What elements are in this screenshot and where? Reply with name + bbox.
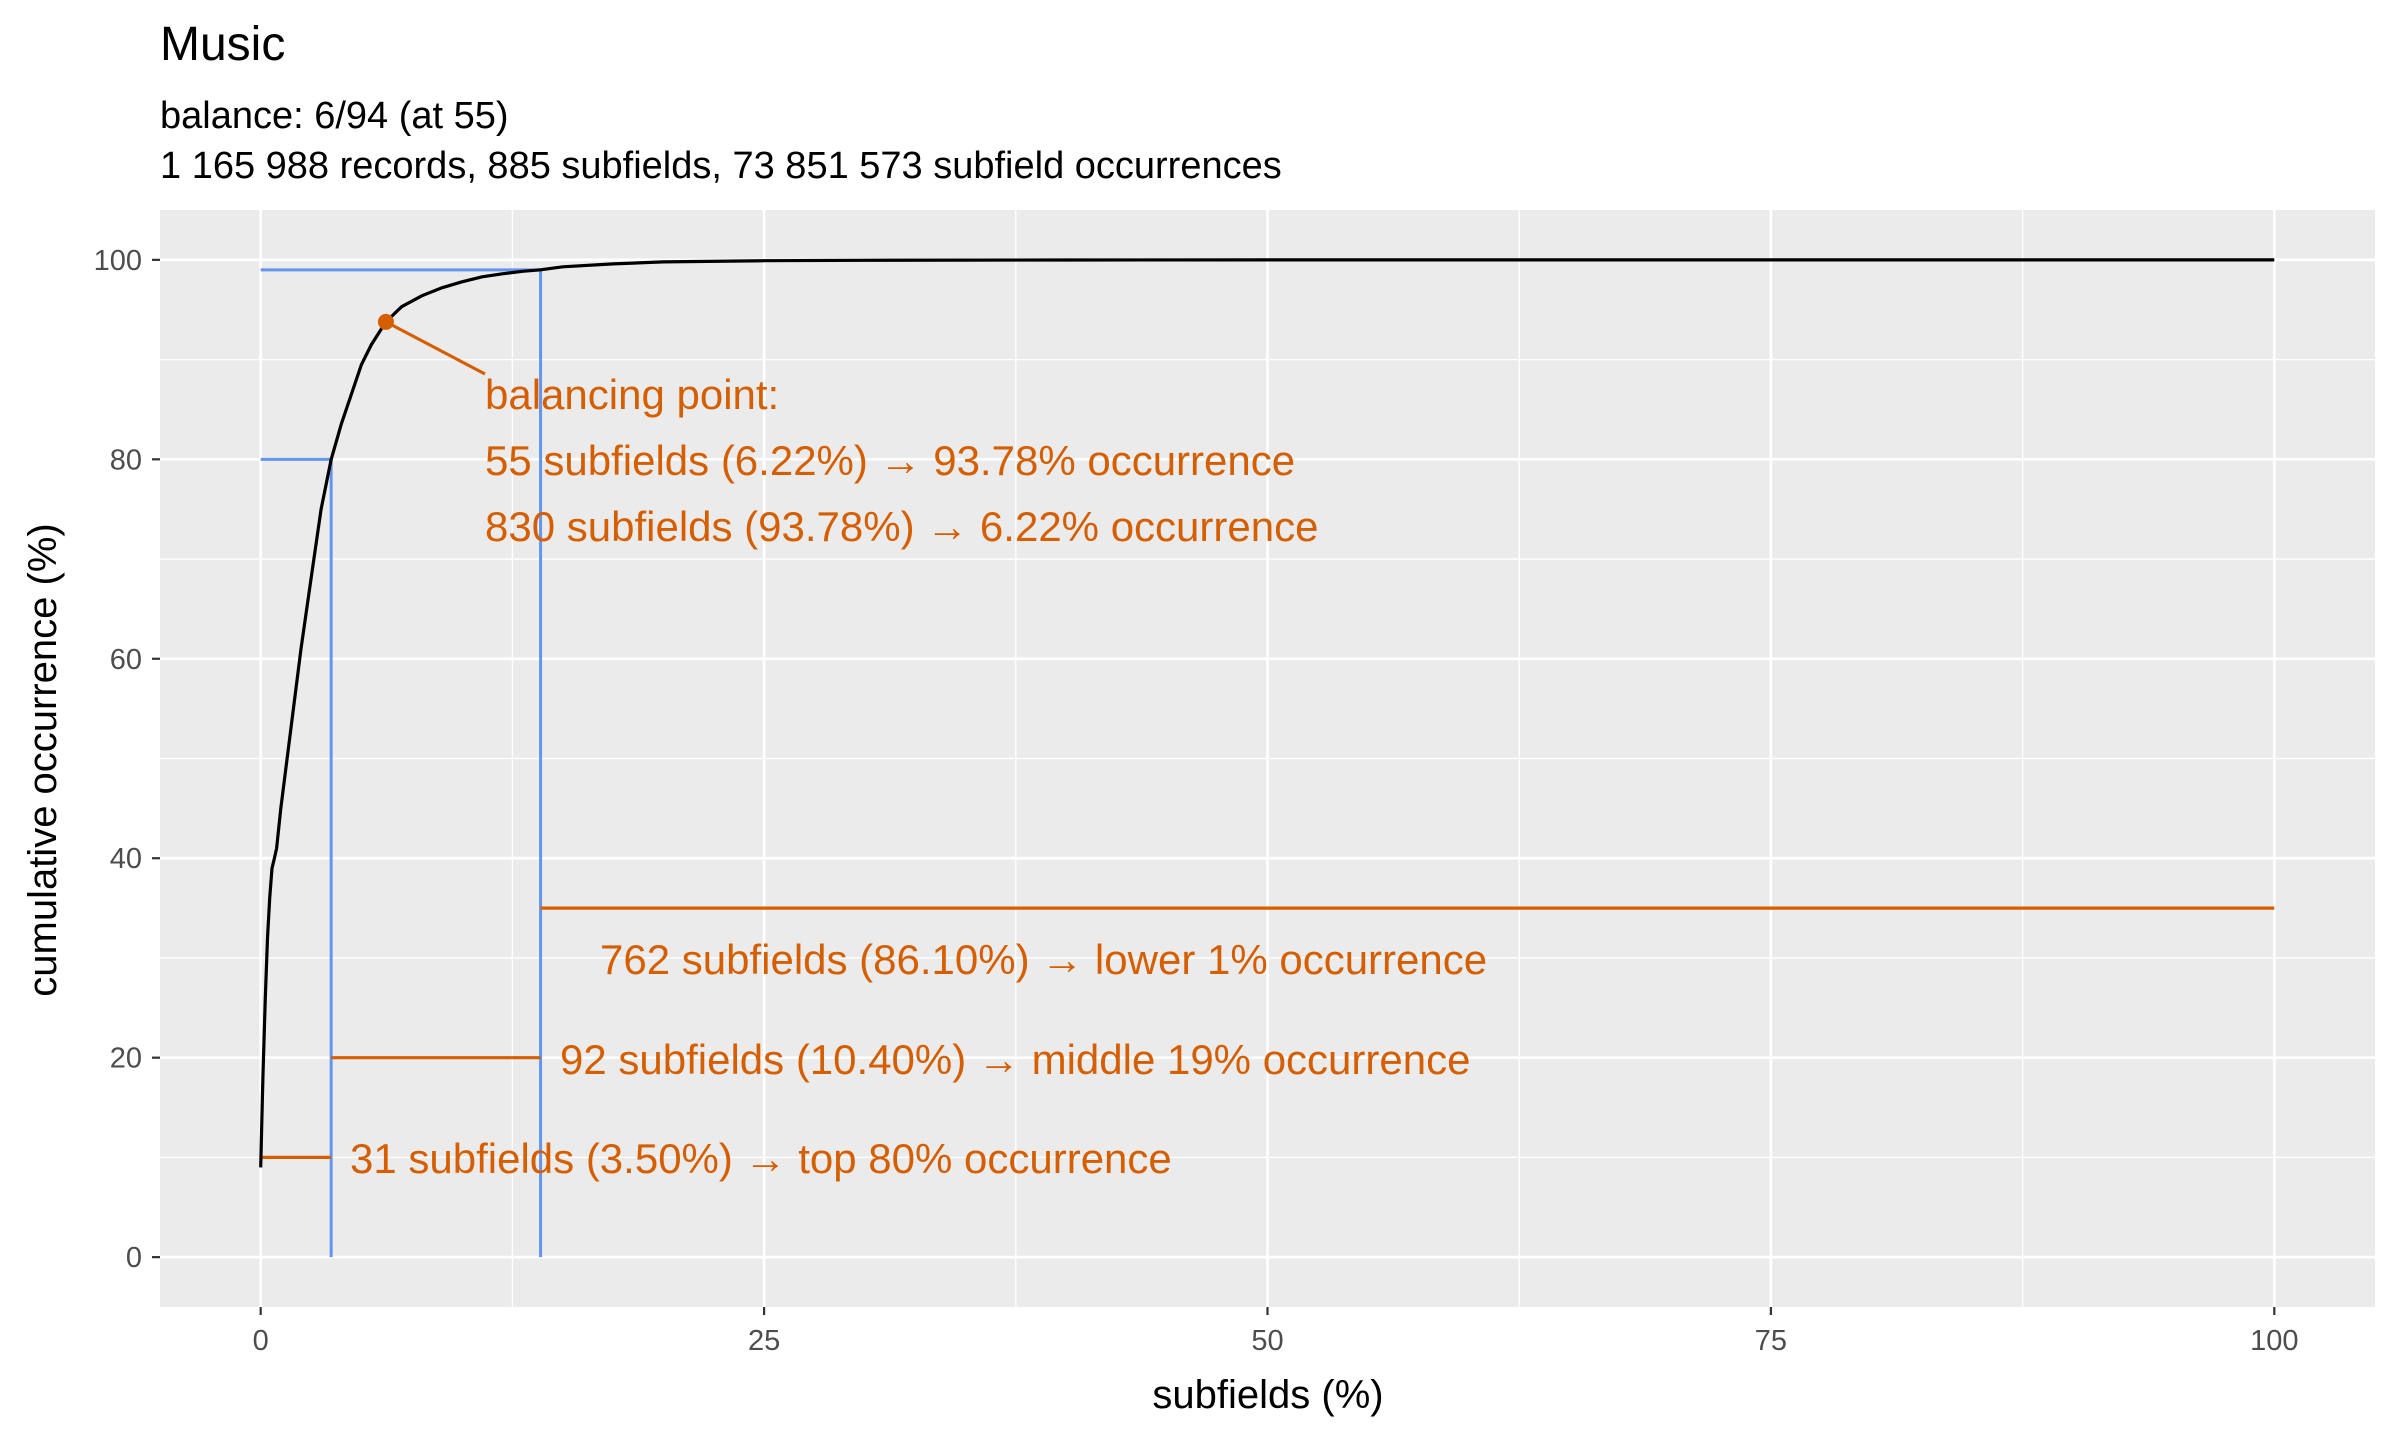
balancing-point-leader	[385, 320, 486, 376]
x-tick-label: 50	[1251, 1325, 1283, 1357]
x-tick-labels: 0 25 50 75 100	[253, 1307, 2299, 1357]
balancing-point-marker	[377, 313, 394, 330]
segment-lines	[260, 906, 2275, 1160]
cumulative-curve	[259, 258, 2275, 1168]
middle-segment-label: 92 subfields (10.40%) → middle 19% occur…	[560, 1036, 1470, 1083]
y-tick-label: 100	[94, 245, 142, 277]
y-axis-title: cumulative occurrence (%)	[21, 523, 65, 997]
y-tick-label: 80	[110, 444, 142, 476]
x-tick-label: 25	[748, 1325, 780, 1357]
x-axis-title: subfields (%)	[1152, 1373, 1383, 1417]
y-tick-label: 20	[110, 1043, 142, 1075]
y-tick-label: 60	[110, 644, 142, 676]
chart-title: Music	[160, 18, 285, 71]
chart-subtitle-balance: balance: 6/94 (at 55)	[160, 95, 509, 137]
chart-subtitle-counts: 1 165 988 records, 885 subfields, 73 851…	[160, 145, 1282, 187]
y-tick-label: 40	[110, 843, 142, 875]
y-tick-label: 0	[126, 1242, 142, 1274]
guide-lines	[260, 268, 543, 1258]
balancing-point-top-share: 55 subfields (6.22%) → 93.78% occurrence	[485, 437, 1295, 484]
x-tick-label: 75	[1755, 1325, 1787, 1357]
x-tick-label: 100	[2250, 1325, 2298, 1357]
y-tick-labels: 0 20 40 60 80 100	[94, 245, 160, 1274]
top-segment-label: 31 subfields (3.50%) → top 80% occurrenc…	[350, 1135, 1172, 1182]
lower-segment-label: 762 subfields (86.10%) → lower 1% occurr…	[600, 936, 1487, 983]
x-tick-label: 0	[253, 1325, 269, 1357]
balancing-point-label: balancing point:	[485, 371, 779, 418]
balancing-point-rest-share: 830 subfields (93.78%) → 6.22% occurrenc…	[485, 503, 1318, 550]
